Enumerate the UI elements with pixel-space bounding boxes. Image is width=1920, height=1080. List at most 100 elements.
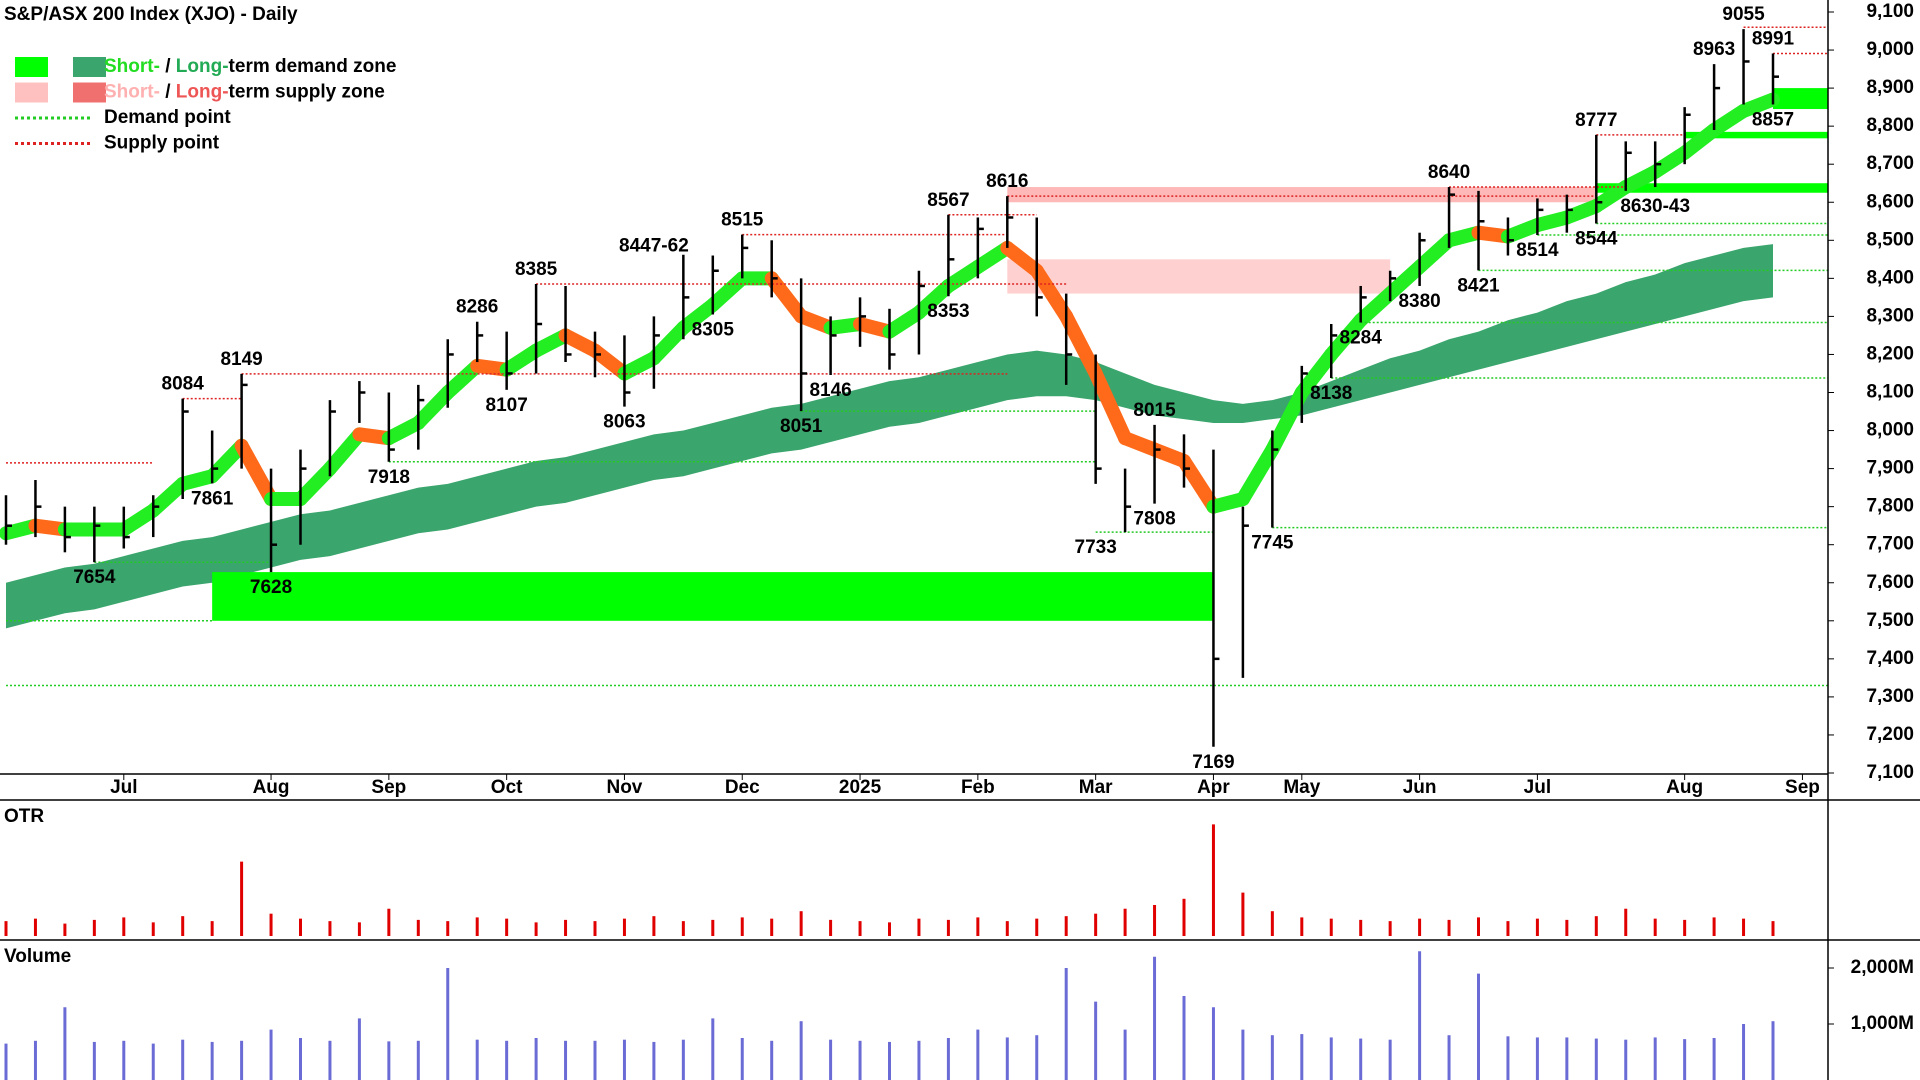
y-tick-label: 7,700	[1866, 534, 1914, 555]
price-annotation: 8630-43	[1620, 196, 1690, 217]
short-term-band	[1029, 263, 1074, 324]
legend-text: Long-	[176, 82, 229, 103]
price-annotation: 7861	[191, 488, 234, 509]
price-annotation: 8353	[927, 301, 969, 322]
x-tick-label: Aug	[253, 777, 290, 798]
short-term-band	[234, 438, 279, 507]
y-tick-label: 8,800	[1866, 115, 1914, 136]
price-annotation: 8051	[780, 416, 823, 437]
chart-title: S&P/ASX 200 Index (XJO) - Daily	[4, 4, 298, 25]
price-annotation: 8544	[1575, 229, 1618, 250]
price-plot	[0, 26, 1828, 747]
legend-text: Short-	[104, 56, 160, 77]
y-tick-label: 8,500	[1866, 229, 1914, 250]
x-tick-label: Feb	[961, 777, 995, 798]
short-term-band	[322, 427, 367, 476]
price-annotation: 7918	[368, 467, 410, 488]
legend-swatch	[15, 57, 48, 77]
x-tick-label: Sep	[371, 777, 406, 798]
legend-text: Short-	[104, 82, 160, 103]
y-tick-label: 7,600	[1866, 572, 1914, 593]
y-tick-label: 2,000M	[1851, 957, 1914, 978]
zone	[1773, 88, 1828, 110]
x-tick-label: Jul	[110, 777, 137, 798]
price-annotation: 8084	[162, 374, 205, 395]
price-annotation: 7654	[73, 567, 116, 588]
y-tick-label: 8,400	[1866, 267, 1914, 288]
x-tick-label: May	[1283, 777, 1320, 798]
legend-text: term supply zone	[229, 82, 385, 103]
short-term-band	[1294, 347, 1339, 400]
zone	[1007, 187, 1597, 203]
zone	[1007, 259, 1391, 294]
price-annotation: 8305	[692, 320, 735, 341]
price-annotation: 7733	[1075, 537, 1117, 558]
x-tick-label: Mar	[1079, 777, 1113, 798]
y-tick-label: 7,900	[1866, 458, 1914, 479]
x-tick-label: Nov	[606, 777, 642, 798]
price-annotation: 8146	[809, 380, 851, 401]
y-tick-label: 9,000	[1866, 39, 1914, 60]
x-tick-label: Sep	[1785, 777, 1820, 798]
price-annotation: 8567	[927, 190, 969, 211]
panel-label: Volume	[4, 946, 71, 967]
legend-swatch	[15, 82, 48, 103]
legend-text: Supply point	[104, 133, 220, 154]
price-annotation: 8107	[486, 395, 528, 416]
y-tick-label: 8,900	[1866, 77, 1914, 98]
price-annotation: 8991	[1752, 28, 1795, 49]
short-term-band	[411, 385, 455, 430]
price-annotation: 8284	[1340, 328, 1383, 349]
y-tick-label: 8,200	[1866, 343, 1914, 364]
zone	[1596, 183, 1828, 193]
price-annotation: 8421	[1457, 275, 1500, 296]
y-tick-label: 7,800	[1866, 496, 1914, 517]
y-tick-label: 8,700	[1866, 153, 1914, 174]
legend-text: /	[160, 56, 176, 77]
short-term-band	[1059, 309, 1103, 381]
price-annotation: 8515	[721, 210, 764, 231]
y-tick-label: 8,300	[1866, 305, 1914, 326]
y-tick-label: 7,300	[1866, 686, 1914, 707]
short-term-band	[1088, 366, 1133, 446]
price-annotation: 8286	[456, 297, 498, 318]
price-annotation: 8447-62	[619, 235, 689, 256]
short-term-band	[293, 461, 337, 507]
price-annotation: 8149	[220, 349, 262, 370]
zone	[212, 572, 1214, 621]
y-tick-label: 9,100	[1866, 1, 1914, 22]
price-annotation: 8777	[1575, 110, 1617, 131]
x-tick-label: Dec	[725, 777, 760, 798]
x-tick-label: Aug	[1666, 777, 1703, 798]
short-term-band	[1736, 92, 1780, 118]
legend-entry: Short- / Long-term supply zone	[104, 82, 385, 103]
x-tick-label: Apr	[1197, 777, 1230, 798]
legend-text: Demand point	[104, 107, 231, 128]
legend-text: Long-	[176, 56, 229, 77]
price-annotation: 8640	[1428, 162, 1470, 183]
price-annotation: 8963	[1693, 39, 1735, 60]
zone	[1684, 131, 1828, 139]
legend-swatch	[73, 82, 106, 103]
price-annotation: 7745	[1251, 533, 1294, 554]
legend-text: /	[160, 82, 176, 103]
price-annotation: 8857	[1752, 109, 1794, 130]
y-tick-label: 7,100	[1866, 762, 1914, 783]
y-tick-label: 1,000M	[1851, 1013, 1914, 1034]
price-annotation: 8138	[1310, 383, 1352, 404]
short-term-band	[1235, 442, 1280, 507]
price-annotation: 8385	[515, 259, 558, 280]
y-tick-label: 8,600	[1866, 191, 1914, 212]
short-term-band	[1324, 313, 1368, 362]
legend-text: term demand zone	[229, 56, 397, 77]
short-term-band	[1265, 385, 1309, 457]
legend-entry: Supply point	[104, 133, 220, 154]
price-annotation: 8063	[603, 412, 645, 433]
legend-swatch	[73, 57, 106, 77]
price-annotation: 8380	[1398, 291, 1440, 312]
x-tick-label: Oct	[491, 777, 523, 798]
y-tick-label: 8,100	[1866, 382, 1914, 403]
y-tick-label: 8,000	[1866, 420, 1914, 441]
